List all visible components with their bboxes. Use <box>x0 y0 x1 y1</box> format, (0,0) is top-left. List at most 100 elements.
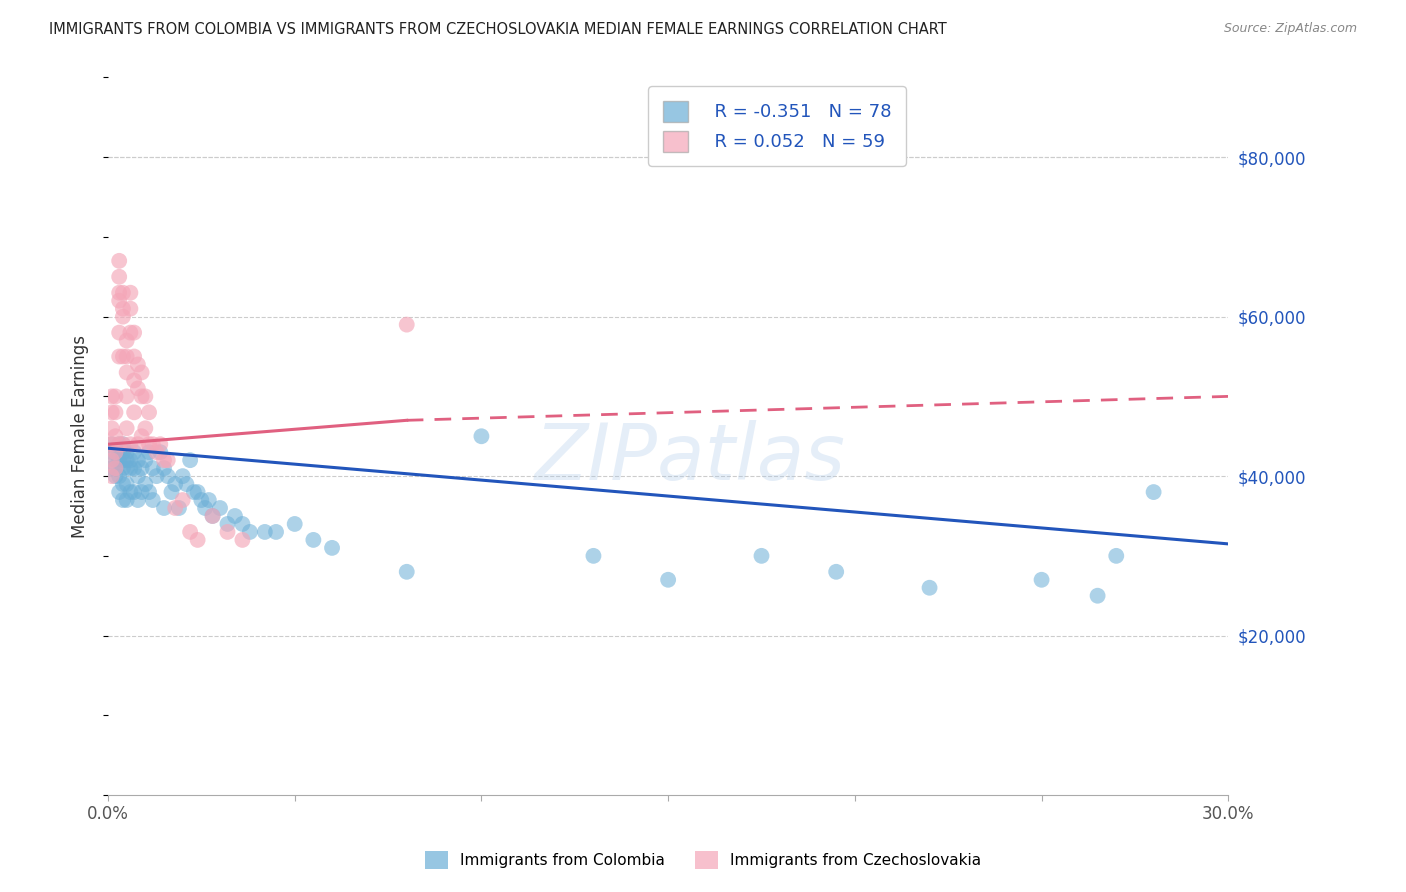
Point <box>131 366 153 380</box>
Point <box>127 469 149 483</box>
Point <box>657 573 679 587</box>
Point <box>111 437 134 451</box>
Point <box>918 581 941 595</box>
Point <box>172 493 194 508</box>
Point <box>108 453 131 467</box>
Point <box>142 493 165 508</box>
Point <box>104 461 127 475</box>
Point <box>115 334 138 348</box>
Point <box>138 437 160 451</box>
Point <box>115 461 138 475</box>
Point <box>582 549 605 563</box>
Point <box>395 318 418 332</box>
Point <box>115 445 138 459</box>
Point <box>201 508 224 523</box>
Point <box>120 301 142 316</box>
Point <box>198 493 221 508</box>
Point <box>108 285 131 300</box>
Point <box>120 461 142 475</box>
Point <box>134 477 156 491</box>
Point <box>104 453 127 467</box>
Point <box>122 485 145 500</box>
Point <box>108 326 131 340</box>
Point <box>108 269 131 284</box>
Point <box>111 301 134 316</box>
Point <box>149 437 172 451</box>
Point <box>104 389 127 403</box>
Point <box>108 469 131 483</box>
Point <box>395 565 418 579</box>
Point <box>100 421 122 435</box>
Point <box>190 493 212 508</box>
Point <box>111 477 134 491</box>
Point <box>108 437 131 451</box>
Point <box>165 501 187 516</box>
Point <box>115 421 138 435</box>
Point <box>183 485 205 500</box>
Point <box>138 445 160 459</box>
Point <box>108 437 131 451</box>
Point <box>122 373 145 387</box>
Point <box>115 366 138 380</box>
Point <box>104 461 127 475</box>
Point <box>120 285 142 300</box>
Point <box>131 461 153 475</box>
Point <box>122 350 145 364</box>
Point <box>142 461 165 475</box>
Point <box>187 533 209 547</box>
Point <box>108 445 131 459</box>
Point <box>1105 549 1128 563</box>
Point <box>108 293 131 308</box>
Point <box>156 469 179 483</box>
Point <box>825 565 848 579</box>
Point <box>120 453 142 467</box>
Text: IMMIGRANTS FROM COLOMBIA VS IMMIGRANTS FROM CZECHOSLOVAKIA MEDIAN FEMALE EARNING: IMMIGRANTS FROM COLOMBIA VS IMMIGRANTS F… <box>49 22 948 37</box>
Point <box>111 461 134 475</box>
Point <box>122 405 145 419</box>
Point <box>149 445 172 459</box>
Point <box>321 541 343 555</box>
Point <box>115 493 138 508</box>
Point <box>1142 485 1164 500</box>
Point <box>201 508 224 523</box>
Point <box>100 469 122 483</box>
Point <box>100 461 122 475</box>
Point <box>122 461 145 475</box>
Point <box>264 524 287 539</box>
Point <box>142 437 165 451</box>
Point <box>115 477 138 491</box>
Point <box>194 501 217 516</box>
Point <box>302 533 325 547</box>
Point <box>176 477 198 491</box>
Point <box>1031 573 1053 587</box>
Point <box>145 445 167 459</box>
Point <box>131 389 153 403</box>
Legend: Immigrants from Colombia, Immigrants from Czechoslovakia: Immigrants from Colombia, Immigrants fro… <box>419 845 987 875</box>
Point <box>111 453 134 467</box>
Point <box>111 493 134 508</box>
Point <box>131 429 153 443</box>
Point <box>231 516 253 531</box>
Point <box>127 493 149 508</box>
Point <box>208 501 231 516</box>
Point <box>120 437 142 451</box>
Text: ZIPatlas: ZIPatlas <box>536 420 846 496</box>
Point <box>1087 589 1109 603</box>
Point <box>127 381 149 395</box>
Point <box>127 437 149 451</box>
Point <box>111 437 134 451</box>
Point <box>179 524 201 539</box>
Point <box>100 437 122 451</box>
Point <box>153 501 176 516</box>
Point <box>115 453 138 467</box>
Point <box>100 437 122 451</box>
Point <box>217 516 239 531</box>
Legend:   R = -0.351   N = 78,   R = 0.052   N = 59: R = -0.351 N = 78, R = 0.052 N = 59 <box>648 87 905 166</box>
Point <box>122 326 145 340</box>
Point <box>127 453 149 467</box>
Point <box>172 469 194 483</box>
Point <box>153 453 176 467</box>
Point <box>217 524 239 539</box>
Point <box>100 445 122 459</box>
Point <box>224 508 246 523</box>
